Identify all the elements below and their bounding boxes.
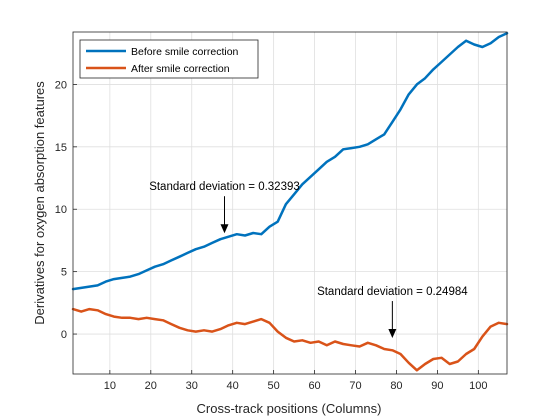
x-tick-label: 80 <box>390 380 402 392</box>
axis-ticks: 10 20 30 40 50 60 70 80 90 100 0 5 10 15 20 <box>55 79 488 392</box>
plot-area <box>73 32 507 374</box>
y-tick-label: 5 <box>61 267 67 279</box>
annotations: Standard deviation = 0.32393 Standard de… <box>149 181 468 339</box>
annotation-arrow-head <box>388 329 397 339</box>
series-line-before <box>71 31 509 291</box>
y-axis-title: Derivatives for oxygen absorption featur… <box>32 81 47 325</box>
annotation-label: Standard deviation = 0.24984 <box>317 286 468 298</box>
annotation-arrow-head <box>220 224 229 234</box>
x-tick-label: 30 <box>186 380 198 392</box>
x-tick-label: 90 <box>431 380 443 392</box>
plot-frame <box>72 31 508 375</box>
y-tick-label: 10 <box>55 204 67 216</box>
y-tick-label: 20 <box>55 79 67 91</box>
x-tick-label: 10 <box>104 380 116 392</box>
series-layer <box>71 31 509 372</box>
x-tick-label: 50 <box>267 380 279 392</box>
y-tick-label: 0 <box>61 329 67 341</box>
x-tick-label: 20 <box>145 380 157 392</box>
series-line-after <box>71 307 509 372</box>
annotation-label: Standard deviation = 0.32393 <box>149 181 300 193</box>
x-tick-label: 40 <box>227 380 239 392</box>
legend-label-before: Before smile correction <box>131 46 239 58</box>
x-axis-title: Cross-track positions (Columns) <box>197 401 382 416</box>
grid <box>73 32 507 374</box>
legend-label-after: After smile correction <box>131 63 230 75</box>
legend: Before smile correction After smile corr… <box>79 39 259 79</box>
x-tick-label: 100 <box>469 380 487 392</box>
legend-box <box>79 39 259 79</box>
x-tick-label: 70 <box>349 380 361 392</box>
y-tick-label: 15 <box>55 142 67 154</box>
x-tick-label: 60 <box>308 380 320 392</box>
